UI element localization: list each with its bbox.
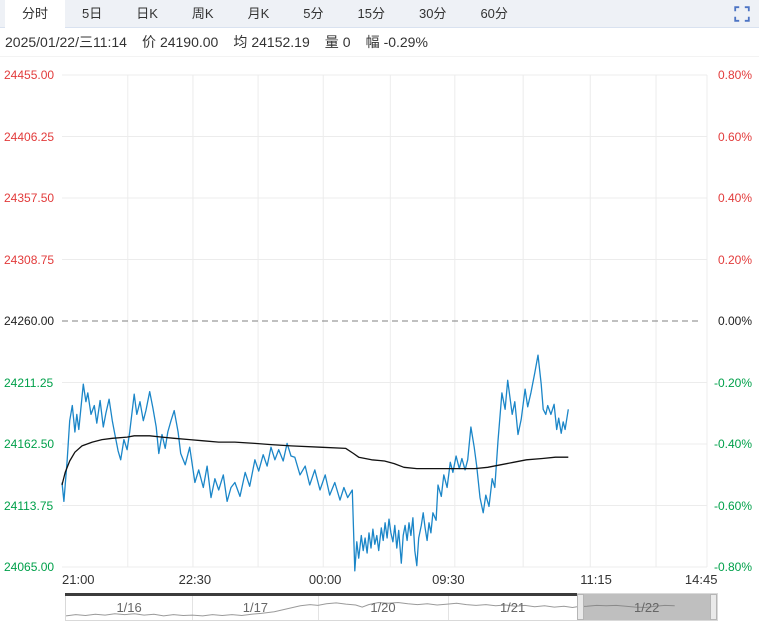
navigator-date-label: 1/20 [370,600,396,615]
x-axis-tick: 00:00 [308,572,342,587]
navigator-top-bar [65,593,577,596]
chart-canvas[interactable] [0,56,759,576]
x-axis-tick: 09:30 [432,572,465,587]
avg-label: 均 [233,34,248,50]
date-range-navigator[interactable]: 1/16 1/17 1/20 1/21 1/22 [65,593,718,621]
period-tabs: 分时 5日 日K 周K 月K 5分 15分 30分 60分 [0,0,759,28]
tab-6[interactable]: 5分 [303,6,324,21]
quote-average: 均 24152.19 [233,32,309,52]
intraday-chart[interactable]: 24455.00 24406.25 24357.50 24308.75 24260.00… [0,56,759,576]
price-axis-label: 24065.00 [4,560,55,574]
price-axis-label: 24455.00 [4,68,55,82]
tab-bar: 分时 5日 日K 周K 月K 5分 15分 30分 60分 [0,0,759,28]
avg-value: 24152.19 [251,34,310,50]
price-label: 价 [141,34,156,50]
quote-change: 幅 -0.29% [366,32,428,52]
price-axis-label: 24406.25 [4,129,55,144]
price-axis-label: 24308.75 [4,252,55,267]
percent-axis-label: 0.80% [717,68,752,82]
x-axis-tick: 21:00 [62,572,95,587]
percent-axis-label: 0.40% [717,191,752,205]
navigator-date-label: 1/17 [242,600,269,615]
navigator-day-divider [317,594,319,620]
tab-2[interactable]: 5日 [82,6,103,21]
navigator-day-divider [447,594,449,620]
price-line [61,354,569,572]
navigator-date-label: 1/22 [634,600,660,615]
price-axis-label: 24113.75 [4,498,54,513]
percent-axis-label: 0.00% [717,314,752,328]
range-value: -0.29% [383,34,428,50]
percent-axis-label: 0.60% [717,129,752,144]
price-axis-label: 24260.00 [4,314,55,328]
navigator-day-divider [192,594,194,620]
navigator-selection[interactable] [577,594,717,620]
percent-axis-label: -0.60% [713,498,752,513]
tab-5[interactable]: 月K [247,6,270,21]
percent-axis-label: -0.80% [713,560,752,574]
x-axis-tick: 22:30 [178,572,212,587]
x-axis: 21:00 22:30 00:00 09:30 11:15 14:45 [0,570,759,592]
price-axis-label: 24211.25 [4,375,54,390]
quote-datetime: 2025/01/22/三11:14 [5,34,127,50]
price-value: 24190.00 [159,34,219,50]
tab-9[interactable]: 60分 [480,6,508,21]
average-line [61,435,569,486]
x-axis-tick: 14:45 [684,572,718,587]
price-axis-label: 24162.50 [4,437,55,451]
tab-1[interactable]: 分时 [5,0,66,28]
navigator-date-label: 1/16 [116,600,142,615]
tab-8[interactable]: 30分 [418,6,447,21]
percent-axis-label: 0.20% [717,252,752,267]
tab-7[interactable]: 15分 [357,6,385,21]
tab-3[interactable]: 日K [136,6,158,21]
tab-4[interactable]: 周K [191,6,214,21]
price-axis-label: 24357.50 [4,191,55,205]
navigator-right-handle[interactable] [710,594,717,620]
x-axis-tick: 11:15 [580,572,612,587]
vol-label: 量 [324,34,339,50]
navigator-left-handle[interactable] [577,594,584,620]
vol-value: 0 [342,34,351,50]
quote-price: 价 24190.00 [142,32,218,52]
navigator-sparkline [66,601,675,617]
range-label: 幅 [365,34,380,50]
percent-axis-label: -0.20% [713,375,752,390]
fullscreen-expand-icon[interactable] [734,6,750,22]
percent-axis-label: -0.40% [713,437,752,451]
navigator-date-label: 1/21 [499,600,526,615]
